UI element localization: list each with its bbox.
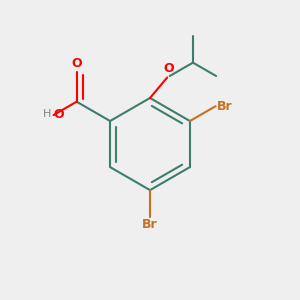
Text: O: O	[53, 108, 64, 121]
Text: H: H	[43, 110, 51, 119]
Text: O: O	[164, 62, 174, 75]
Text: Br: Br	[217, 100, 233, 113]
Text: Br: Br	[142, 218, 158, 231]
Text: O: O	[71, 57, 82, 70]
